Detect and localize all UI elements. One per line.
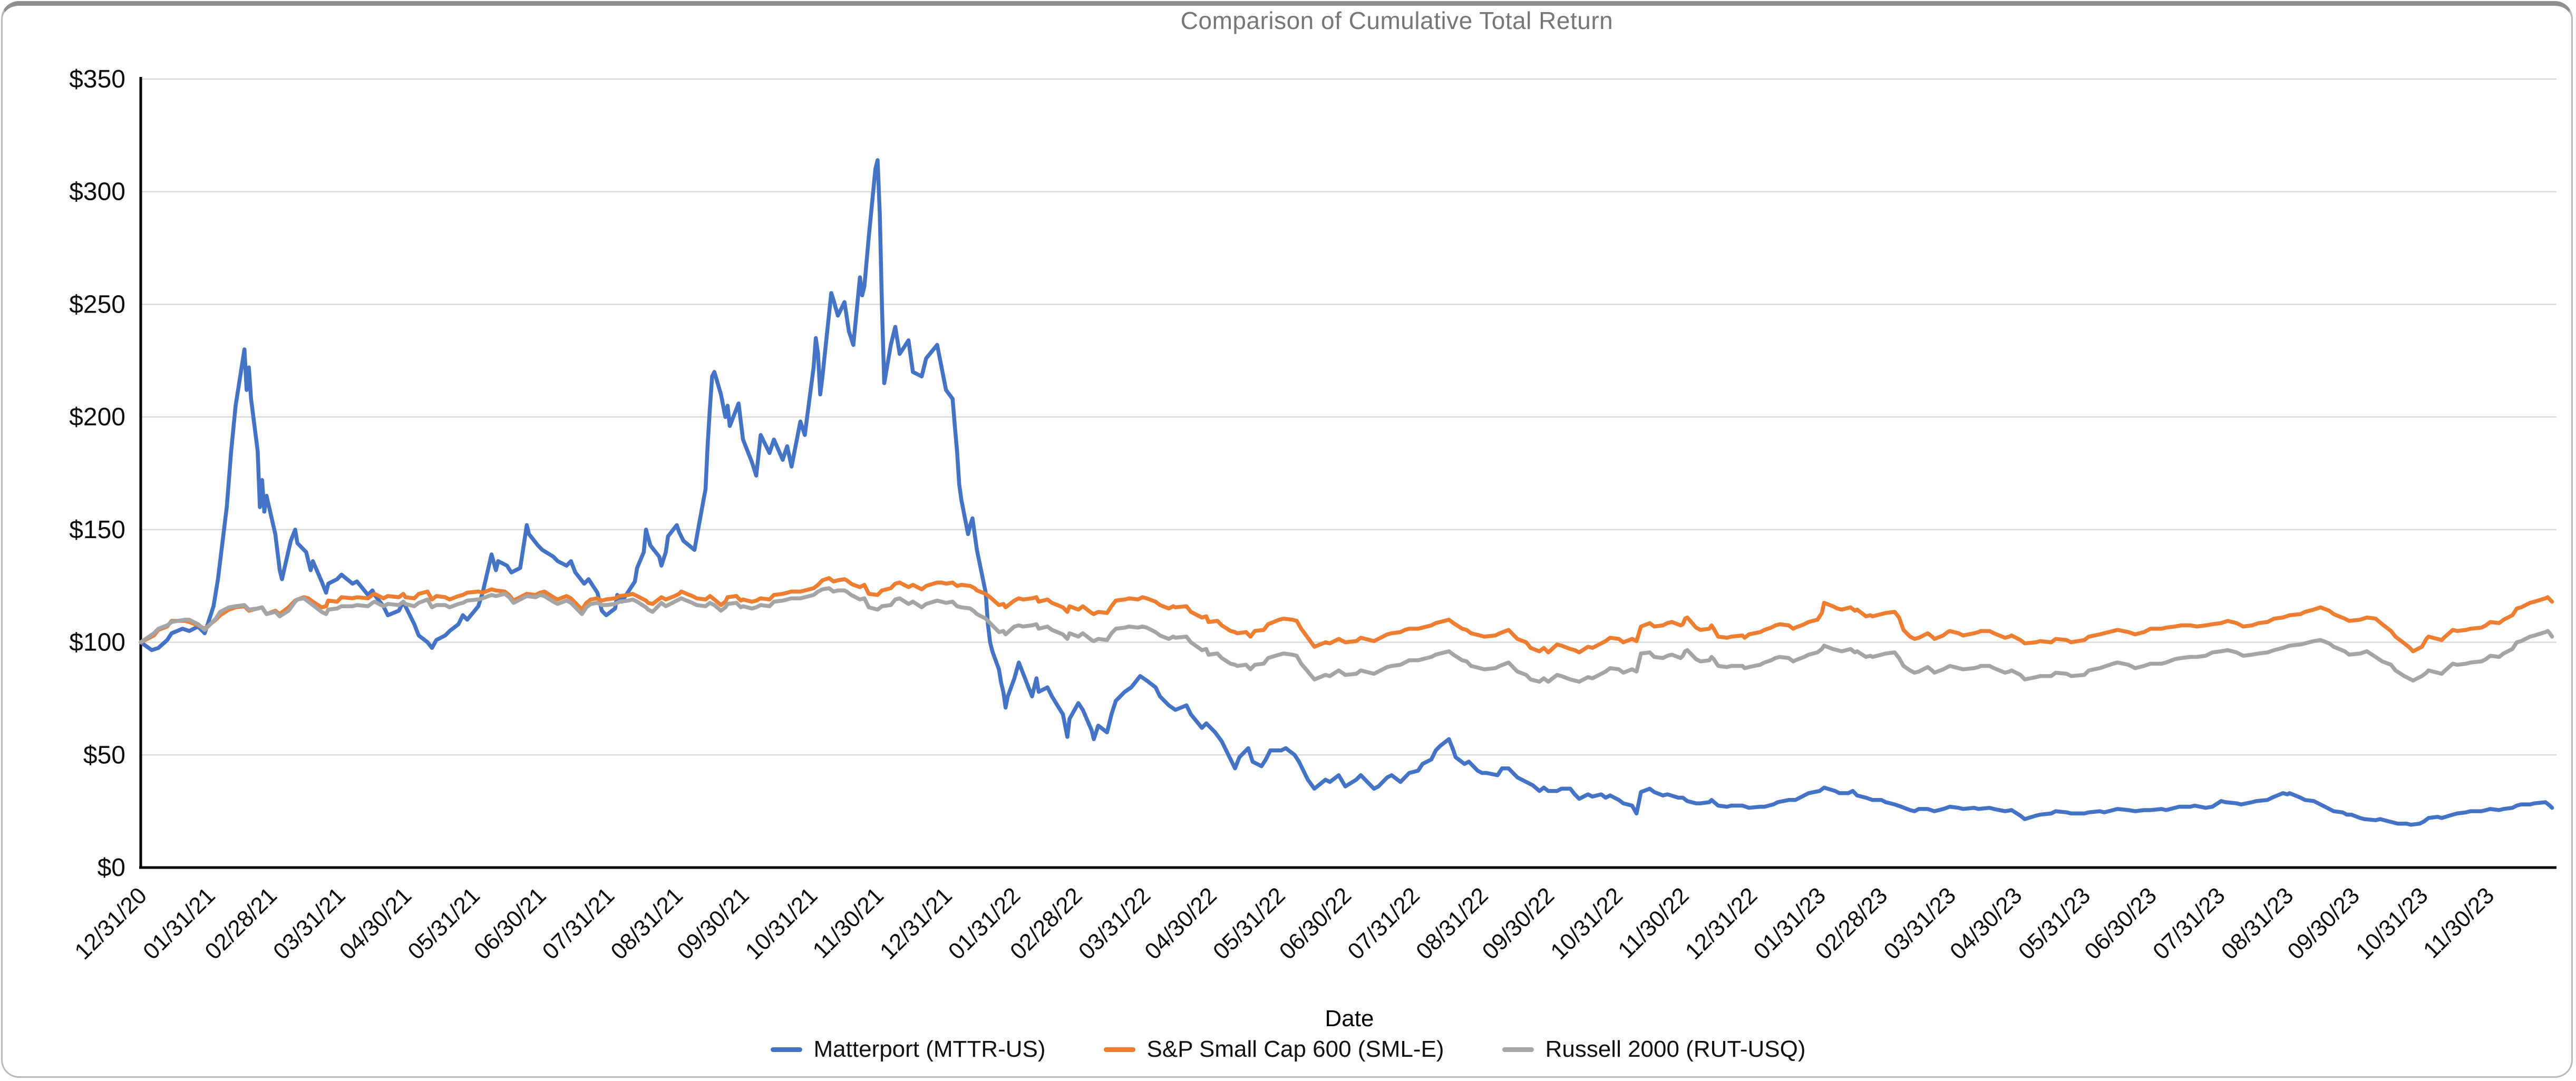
y-tick-label: $250 (69, 290, 125, 318)
y-tick-label: $350 (69, 65, 125, 93)
x-tick-label: 09/30/21 (672, 882, 754, 965)
x-tick-label: 06/30/21 (469, 882, 551, 965)
x-tick-label: 12/31/20 (70, 882, 152, 965)
x-tick-label: 08/31/22 (1411, 882, 1493, 965)
series-line-s-p-small-cap-600-sml-e (139, 576, 2554, 655)
x-tick-label: 12/31/22 (1680, 882, 1763, 965)
legend: Matterport (MTTR-US) S&P Small Cap 600 (S… (0, 1036, 2576, 1063)
x-tick-label: 10/31/22 (1545, 882, 1628, 965)
x-tick-label: 05/31/21 (403, 882, 485, 965)
x-tick-label: 11/30/23 (2418, 882, 2499, 963)
x-tick-label: 05/31/22 (1208, 882, 1290, 965)
legend-label: S&P Small Cap 600 (SML-E) (1146, 1036, 1444, 1062)
x-tick-label: 11/30/22 (1613, 882, 1694, 963)
x-tick-label: 07/31/21 (538, 882, 620, 965)
legend-marker-icon (770, 1047, 802, 1052)
y-tick-label: $0 (98, 854, 125, 882)
x-tick-label: 08/31/21 (606, 882, 688, 965)
x-tick-label: 10/31/21 (741, 882, 823, 965)
series-line-matterport-mttr-us (139, 158, 2554, 827)
y-tick-label: $200 (69, 403, 125, 431)
x-tick-label: 11/30/21 (808, 882, 889, 963)
x-tick-label: 04/30/22 (1140, 882, 1222, 965)
x-tick-label: 03/31/21 (268, 882, 351, 965)
x-tick-label: 07/31/22 (1343, 882, 1425, 965)
legend-item: S&P Small Cap 600 (SML-E) (1103, 1036, 1444, 1063)
x-tick-label: 09/30/23 (2282, 882, 2365, 965)
legend-label: Matterport (MTTR-US) (813, 1036, 1046, 1062)
legend-item: Matterport (MTTR-US) (770, 1036, 1046, 1063)
x-tick-label: 10/31/23 (2351, 882, 2433, 965)
legend-marker-icon (1103, 1047, 1135, 1052)
x-tick-label: 07/31/23 (2148, 882, 2230, 965)
y-tick-label: $300 (69, 178, 125, 206)
legend-label: Russell 2000 (RUT-USQ) (1545, 1036, 1806, 1062)
y-tick-label: $150 (69, 516, 125, 544)
chart-title: Comparison of Cumulative Total Return (1180, 7, 1613, 34)
x-tick-label: 09/30/22 (1477, 882, 1560, 965)
x-tick-label: 04/30/23 (1945, 882, 2027, 965)
legend-item: Russell 2000 (RUT-USQ) (1502, 1036, 1806, 1063)
y-tick-label: $50 (83, 741, 125, 769)
x-tick-label: 03/31/22 (1074, 882, 1156, 965)
x-axis-title: Date (1325, 1006, 1374, 1031)
x-tick-label: 06/30/23 (2079, 882, 2162, 965)
x-tick-label: 03/31/23 (1879, 882, 1961, 965)
x-tick-label: 12/31/21 (875, 882, 957, 965)
legend-marker-icon (1502, 1047, 1534, 1052)
series-line-russell-2000-rut-usq (139, 586, 2554, 684)
x-tick-label: 08/31/23 (2217, 882, 2299, 965)
x-tick-label: 04/30/21 (335, 882, 417, 965)
y-tick-label: $100 (69, 629, 125, 657)
x-tick-label: 06/30/22 (1275, 882, 1357, 965)
x-tick-label: 05/31/23 (2014, 882, 2096, 965)
